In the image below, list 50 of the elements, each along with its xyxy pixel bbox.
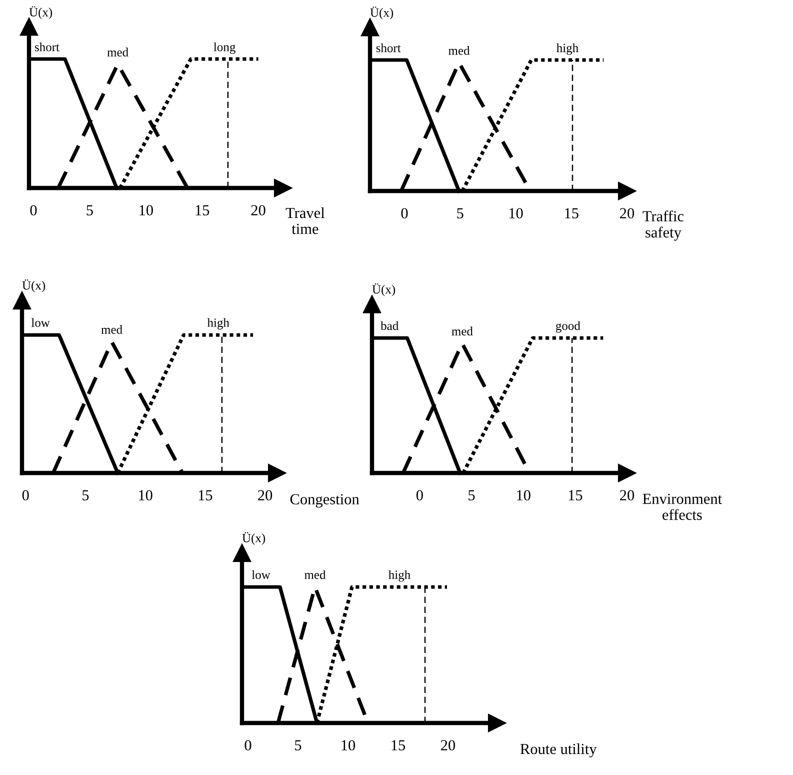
x-tick-label: 15: [198, 490, 212, 500]
series-label: high: [556, 43, 578, 55]
series-label: high: [388, 570, 410, 582]
x-axis-title: Travel time: [286, 207, 325, 234]
x-tick-label: 10: [509, 208, 523, 218]
x-tick-label: 20: [251, 205, 266, 216]
x-tick-label: 15: [565, 208, 578, 218]
x-tick-label: 0: [244, 740, 252, 750]
x-tick-label: 10: [342, 740, 356, 750]
legend-label: short: [376, 43, 401, 52]
legend-label: bad: [380, 321, 398, 330]
x-tick-label: 5: [295, 740, 302, 750]
series-label: med: [304, 570, 326, 580]
x-tick-label: 20: [441, 740, 456, 750]
x-tick-label: 0: [30, 205, 37, 216]
x-tick-label: 20: [258, 490, 272, 500]
x-tick-label: 10: [140, 205, 153, 216]
x-tick-label: 10: [139, 490, 152, 500]
y-axis-title: Ü(x): [242, 532, 266, 545]
series-label: med: [452, 326, 473, 336]
x-axis-title: Route utility: [520, 743, 597, 758]
x-tick-label: 20: [620, 208, 634, 218]
legend-label: low: [252, 570, 270, 580]
x-tick-label: 5: [86, 205, 93, 216]
y-axis-title: Ü(x): [29, 6, 52, 20]
legend-label: low: [31, 318, 50, 327]
x-axis-title: Traffic safety: [642, 210, 684, 241]
x-axis-title: Environment effects: [642, 494, 722, 520]
x-tick-label: 15: [392, 740, 406, 750]
x-axis-title: Congestion: [290, 494, 360, 508]
x-tick-label: 5: [457, 208, 464, 218]
series-label: high: [207, 318, 230, 330]
series-label: med: [448, 46, 470, 55]
y-axis-title: Ü(x): [22, 279, 46, 292]
x-tick-label: 15: [568, 490, 582, 500]
x-tick-label: 10: [517, 490, 530, 500]
y-axis-title: Ü(x): [370, 6, 394, 20]
x-tick-label: 15: [196, 205, 210, 216]
y-axis-title: Ü(x): [372, 283, 396, 296]
series-label: med: [101, 325, 122, 334]
x-tick-label: 5: [468, 490, 475, 500]
series-label: med: [107, 48, 128, 56]
x-tick-label: 0: [416, 490, 423, 500]
x-tick-label: 0: [401, 208, 408, 218]
x-tick-label: 5: [82, 490, 89, 500]
series-label: good: [556, 321, 580, 333]
legend-label: short: [34, 42, 60, 52]
series-label: long: [214, 42, 236, 54]
x-tick-label: 0: [22, 490, 29, 500]
x-tick-label: 20: [620, 490, 634, 500]
